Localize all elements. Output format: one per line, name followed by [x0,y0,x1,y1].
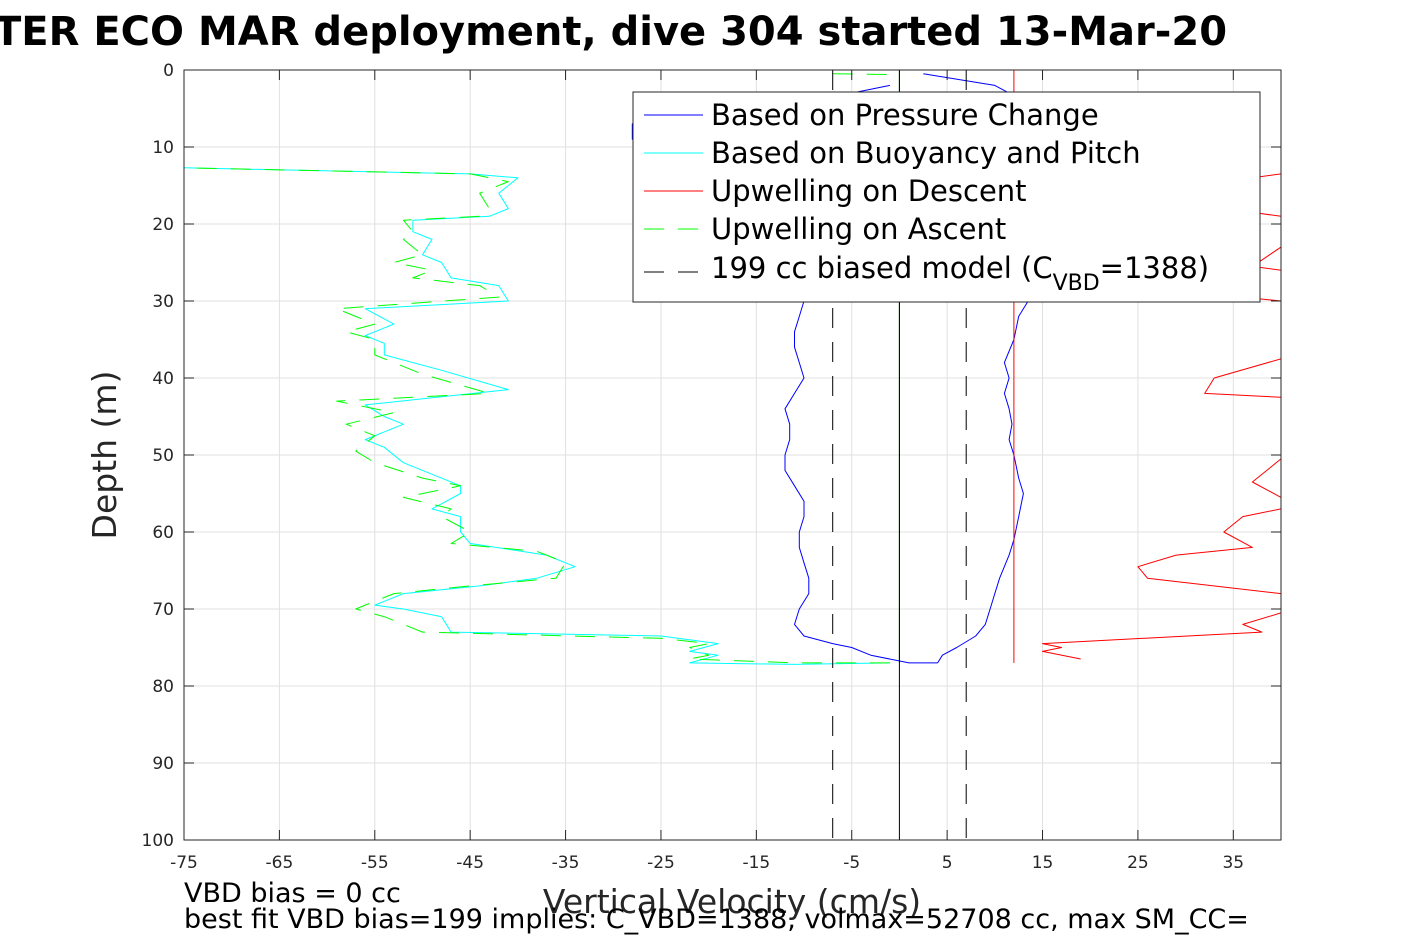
legend: Based on Pressure Change Based on Buoyan… [632,91,1261,303]
series-line-upwelling-on-descent-segment-5 [1204,358,1281,398]
x-tick-label: 5 [942,853,953,873]
x-tick-label: -15 [742,853,770,873]
y-tick-label: 40 [152,369,174,389]
series-line-upwelling-on-descent-segment-3 [1137,508,1281,595]
series-layer [184,70,1281,840]
legend-box [632,91,1261,303]
legend-item-ascent: Upwelling on Ascent [711,212,1006,246]
x-tick-label: -75 [170,853,198,873]
y-tick-label: 70 [152,600,174,620]
series-line-upwelling-on-ascent-surface [832,73,900,76]
y-tick-label: 50 [152,446,174,466]
legend-item-buoyancy: Based on Buoyancy and Pitch [711,136,1141,170]
y-tick-label: 80 [152,677,174,697]
legend-model-subscript: VBD [1053,271,1100,296]
x-tick-label: -45 [456,853,484,873]
legend-item-descent: Upwelling on Descent [711,174,1027,208]
y-tick-label: 10 [152,138,174,158]
series-line-based-on-buoyancy-and-pitch [184,167,890,665]
x-tick-label: 25 [1127,853,1149,873]
y-tick-label: 30 [152,292,174,312]
y-tick-label: 20 [152,215,174,235]
x-axis-label: Vertical Velocity (cm/s) [543,882,921,921]
y-tick-label: 100 [142,831,174,851]
y-tick-label: 0 [163,61,174,81]
legend-model-suffix: =1388) [1100,251,1209,285]
y-tick-label: 60 [152,523,174,543]
x-tick-label: -55 [361,853,389,873]
legend-model-prefix: 199 cc biased model (C [711,251,1053,285]
y-axis-label: Depth (m) [85,371,124,540]
x-tick-label: 35 [1222,853,1244,873]
legend-item-pressure: Based on Pressure Change [711,98,1099,132]
chart-title: TER ECO MAR deployment, dive 304 started… [0,9,1227,55]
legend-item-model: 199 cc biased model (CVBD=1388) [711,251,1209,296]
y-tick-label: 90 [152,754,174,774]
ticks: -75 -65 -55 -45 -35 -25 -15 -5 5 15 25 350102030405… [142,61,1281,873]
series-line-upwelling-on-ascent [184,167,890,664]
best-fit-note: best fit VBD bias=199 implies: C_VBD=138… [184,904,1249,935]
x-tick-label: -5 [843,853,860,873]
x-tick-label: 15 [1032,853,1054,873]
series-group [184,70,1281,840]
series-line-upwelling-on-descent-segment-4 [1251,458,1281,498]
vbd-bias-note: VBD bias = 0 cc [184,878,401,909]
series-line-upwelling-on-descent-segment-2 [1042,612,1281,660]
x-tick-label: -65 [266,853,294,873]
x-tick-label: -25 [647,853,675,873]
x-tick-label: -35 [552,853,580,873]
